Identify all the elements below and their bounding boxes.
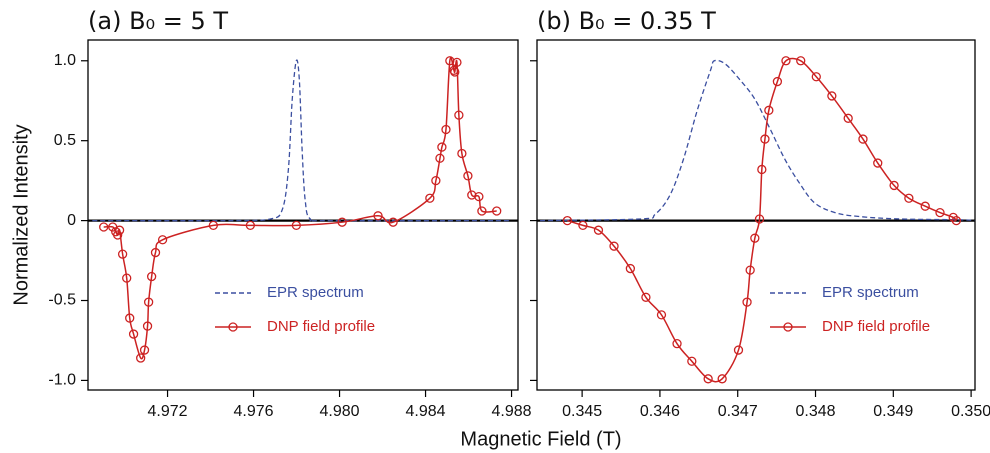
y-tick-label: 0 — [67, 212, 76, 229]
data-point — [703, 374, 713, 384]
data-point — [935, 207, 945, 218]
panel-title: (b) B₀ = 0.35 T — [537, 7, 716, 35]
series-line — [540, 59, 976, 222]
data-point — [142, 321, 153, 331]
x-tick-label: 0.348 — [795, 403, 835, 420]
x-axis-label: Magnetic Field (T) — [460, 428, 621, 450]
data-point — [125, 313, 135, 323]
data-point — [136, 353, 146, 363]
x-tick-label: 0.350 — [951, 403, 990, 420]
data-point — [474, 191, 484, 202]
data-point — [843, 113, 853, 123]
x-tick-label: 0.349 — [873, 403, 913, 420]
data-point — [492, 206, 502, 216]
data-point — [157, 235, 168, 245]
data-point — [920, 201, 930, 211]
plot-frame — [536, 39, 976, 391]
data-point — [291, 220, 301, 231]
x-tick-label: 4.972 — [148, 403, 188, 420]
data-point — [796, 56, 806, 66]
data-point — [656, 310, 667, 320]
x-tick-label: 0.346 — [640, 403, 680, 420]
data-point — [754, 214, 765, 224]
legend-label: EPR spectrum — [267, 284, 364, 301]
data-point — [425, 193, 435, 203]
data-point — [454, 110, 464, 120]
data-point — [128, 329, 139, 339]
data-point — [150, 247, 161, 258]
data-point — [904, 193, 914, 203]
data-point — [578, 220, 588, 231]
data-point — [760, 134, 770, 144]
data-point — [435, 153, 445, 163]
data-point — [431, 175, 441, 186]
data-point — [562, 215, 572, 226]
x-tick-label: 0.345 — [562, 403, 602, 420]
data-point — [146, 271, 157, 282]
data-point — [948, 212, 958, 223]
data-point — [764, 105, 774, 115]
data-point — [609, 241, 619, 251]
data-point — [889, 180, 899, 191]
data-point — [337, 217, 347, 227]
legend-marker — [783, 322, 793, 332]
data-point — [117, 249, 128, 259]
data-point — [717, 374, 727, 384]
x-tick-label: 4.976 — [234, 403, 274, 420]
data-point — [373, 211, 383, 221]
data-point — [858, 134, 868, 144]
data-point — [437, 142, 447, 152]
data-point — [951, 215, 961, 226]
data-point — [452, 57, 462, 68]
legend-marker — [228, 322, 238, 332]
data-point — [593, 225, 604, 235]
plot-frame — [87, 39, 519, 391]
data-point — [99, 222, 109, 232]
data-point — [122, 273, 132, 283]
y-tick-label: -1.0 — [48, 372, 76, 389]
panel-title: (a) B₀ = 5 T — [88, 7, 228, 35]
data-point — [745, 265, 755, 275]
y-tick-label: 1.0 — [54, 52, 76, 69]
data-point — [781, 56, 791, 66]
data-point — [750, 233, 760, 243]
legend-label: DNP field profile — [822, 318, 930, 335]
data-point — [139, 345, 150, 355]
data-point — [457, 148, 467, 159]
data-point — [388, 217, 398, 227]
legend-label: DNP field profile — [267, 318, 375, 335]
data-point — [733, 345, 744, 355]
x-tick-label: 4.980 — [320, 403, 360, 420]
data-point — [811, 72, 821, 82]
data-point — [772, 76, 783, 87]
data-point — [827, 91, 837, 101]
data-point — [208, 220, 218, 231]
data-point — [463, 171, 473, 181]
series-line — [567, 57, 957, 383]
data-point — [245, 220, 255, 231]
data-point — [441, 124, 451, 135]
x-tick-label: 4.984 — [406, 403, 446, 420]
y-axis-label: Normalized Intensity — [10, 124, 32, 305]
x-tick-label: 4.988 — [492, 403, 532, 420]
data-point — [625, 263, 636, 274]
y-tick-label: 0.5 — [54, 132, 76, 149]
data-point — [114, 225, 125, 235]
series-line — [92, 59, 512, 222]
x-tick-label: 0.347 — [718, 403, 758, 420]
data-point — [143, 297, 154, 307]
y-tick-label: -0.5 — [48, 292, 76, 309]
legend-label: EPR spectrum — [822, 284, 919, 301]
data-point — [672, 339, 682, 349]
data-point — [687, 356, 697, 366]
data-point — [113, 230, 123, 240]
data-point — [873, 158, 883, 168]
data-point — [450, 67, 460, 77]
data-point — [757, 164, 767, 175]
data-point — [742, 297, 752, 307]
data-point — [641, 292, 651, 302]
data-point — [477, 206, 487, 216]
